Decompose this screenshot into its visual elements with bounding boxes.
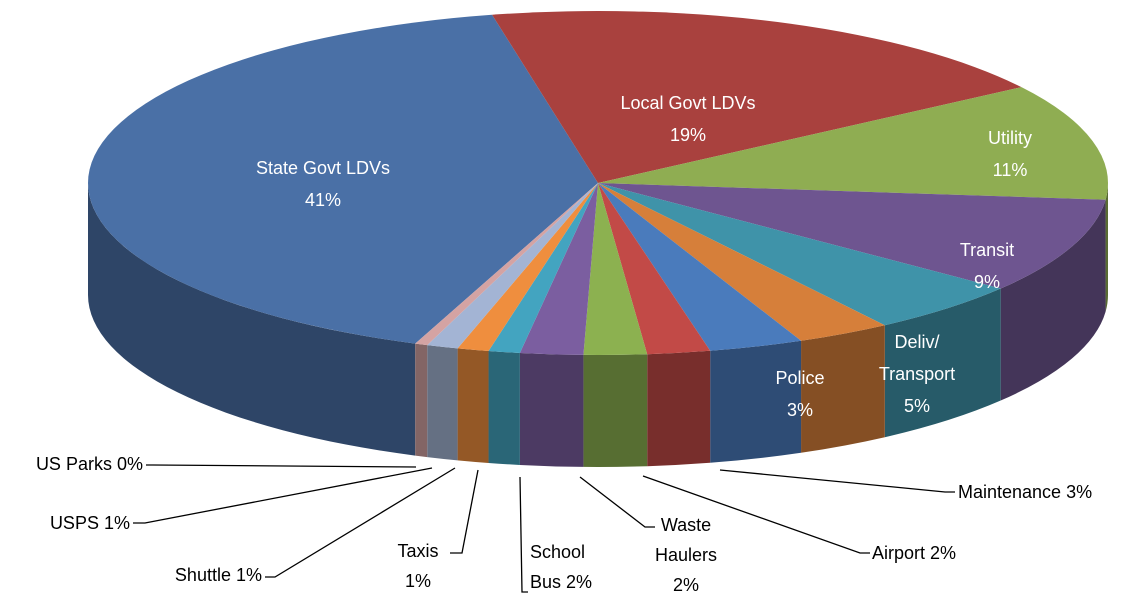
category-label: Waste Haulers [654, 515, 718, 565]
category-label: Maintenance [958, 482, 1062, 502]
value-label: 3% [1066, 482, 1093, 502]
slice-label: Waste Haulers 2% [655, 510, 717, 599]
slice-side [1000, 199, 1106, 401]
slice-label: US Parks 0% [36, 449, 143, 479]
category-label: State Govt LDVs [255, 158, 391, 178]
leader-line [642, 475, 870, 554]
leader-line [719, 469, 955, 493]
slice-label: School Bus 2% [530, 537, 592, 597]
leader-line [265, 467, 456, 578]
slice [598, 183, 802, 351]
slice [427, 183, 598, 349]
leader-line [146, 464, 417, 468]
slice-label: USPS 1% [50, 508, 130, 538]
value-label: 3% [786, 400, 813, 420]
slice [598, 183, 885, 341]
slice-side [710, 340, 802, 463]
slice-side [583, 354, 648, 468]
slice-side [884, 288, 1001, 438]
slice-side [647, 350, 711, 467]
leader-line [579, 476, 655, 528]
value-label: 2% [672, 575, 699, 595]
value-label: 0% [116, 454, 143, 474]
slice [488, 183, 598, 353]
slice-side [427, 345, 458, 461]
value-label: 11% [992, 160, 1028, 180]
slice-label: Police 3% [775, 362, 824, 426]
leader-line [519, 476, 528, 593]
slice-label: Local Govt LDVs 19% [620, 87, 755, 151]
slice-side [519, 352, 584, 467]
slice [598, 183, 1106, 289]
category-label: USPS [49, 513, 99, 533]
slice-label: Shuttle 1% [175, 560, 262, 590]
category-label: Police [775, 368, 825, 388]
slice [415, 183, 598, 346]
slice-label: Taxis 1% [397, 536, 438, 596]
value-label: 2% [930, 543, 957, 563]
slice [492, 10, 1022, 183]
slice [598, 87, 1108, 200]
slice-label: Deliv/ Transport 5% [879, 326, 955, 422]
slice-side [801, 325, 885, 453]
value-label: 41% [304, 190, 342, 210]
category-label: Airport [872, 543, 926, 563]
slice-label: Utility 11% [988, 122, 1032, 186]
category-label: Deliv/ Transport [878, 332, 956, 384]
value-label: 9% [973, 272, 1000, 292]
slice [519, 183, 598, 355]
value-label: 5% [903, 396, 931, 416]
slice [88, 14, 598, 344]
value-label: 2% [566, 572, 593, 592]
category-label: Local Govt LDVs [620, 93, 756, 113]
leader-line [450, 469, 479, 554]
slice-side [1105, 183, 1108, 312]
slice-label: Airport 2% [872, 538, 956, 568]
slice-side [457, 348, 489, 463]
leader-line [133, 467, 433, 524]
value-label: 1% [404, 571, 432, 591]
category-label: Taxis [397, 541, 439, 561]
value-label: 1% [103, 513, 130, 533]
slice-side [488, 350, 520, 465]
value-label: 19% [669, 125, 707, 145]
category-label: Utility [988, 128, 1032, 148]
category-label: Shuttle [174, 565, 231, 585]
slice-label: Maintenance 3% [958, 477, 1092, 507]
value-label: 1% [235, 565, 262, 585]
slice-side [415, 343, 428, 458]
category-label: US Parks [35, 454, 112, 474]
category-label: School Bus [530, 542, 586, 592]
slice [583, 183, 648, 355]
slice-side [88, 183, 416, 456]
slice [598, 183, 1001, 326]
slice-label: State Govt LDVs 41% [256, 152, 390, 216]
slice [457, 183, 598, 351]
category-label: Transit [959, 240, 1015, 260]
slice [598, 183, 711, 355]
slice-label: Transit 9% [960, 234, 1014, 298]
